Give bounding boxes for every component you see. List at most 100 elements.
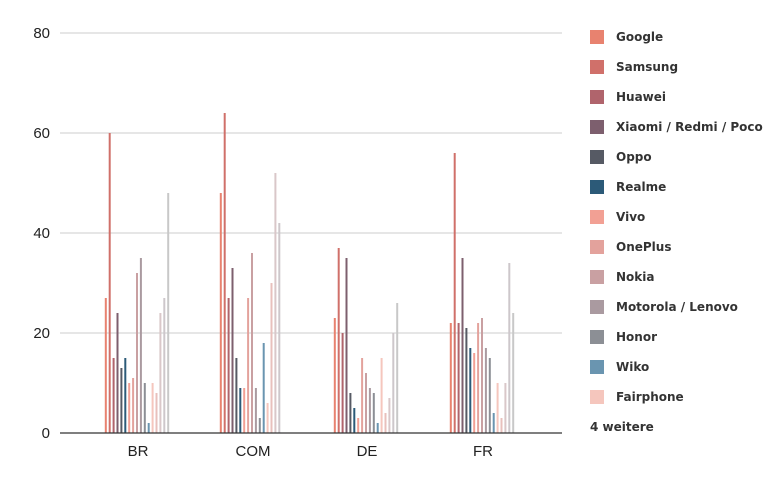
bar [504, 383, 507, 433]
bar [496, 383, 499, 433]
legend-label: Huawei [616, 90, 667, 104]
bars [104, 113, 515, 433]
bar [243, 388, 246, 433]
bar [116, 313, 119, 433]
bar [120, 368, 123, 433]
x-tick-label: FR [473, 443, 493, 460]
legend-swatch [590, 180, 604, 194]
legend-item[interactable]: Vivo [590, 202, 780, 232]
bar [396, 303, 399, 433]
legend-label: OnePlus [616, 240, 672, 254]
y-tick-label: 60 [33, 125, 50, 142]
legend-item[interactable]: Wiko [590, 352, 780, 382]
bar [361, 358, 364, 433]
bar [388, 398, 391, 433]
legend-swatch [590, 360, 604, 374]
y-tick-label: 0 [42, 425, 50, 442]
bar [473, 353, 476, 433]
bar [155, 393, 158, 433]
bar [108, 133, 111, 433]
x-axis-tick-labels: BR COM DE FR [128, 443, 494, 460]
legend-swatch [590, 150, 604, 164]
bar [239, 388, 242, 433]
bar [139, 258, 142, 433]
bar [274, 173, 277, 433]
bar [251, 253, 253, 433]
bar [341, 333, 344, 433]
bar [151, 383, 154, 433]
bar [453, 153, 456, 433]
bar [278, 223, 281, 433]
bar [333, 318, 336, 433]
legend-swatch [590, 60, 604, 74]
bar [247, 298, 250, 433]
bar [357, 418, 360, 433]
bar [512, 313, 515, 433]
legend-item[interactable]: Google [590, 22, 780, 52]
legend-label: Nokia [616, 270, 655, 284]
bar [262, 343, 265, 433]
legend-label: Google [616, 30, 664, 44]
bar [159, 313, 162, 433]
legend-swatch [590, 330, 604, 344]
bar [219, 193, 222, 433]
bar-chart: 0 20 40 60 80 BR COM DE FR [33, 25, 562, 460]
legend-label: Oppo [616, 150, 652, 164]
legend-swatch [590, 210, 604, 224]
bar [353, 408, 356, 433]
legend-label: Realme [616, 180, 667, 194]
bar [223, 113, 226, 433]
legend-label: Honor [616, 330, 657, 344]
bar [345, 258, 348, 433]
legend-swatch [590, 270, 604, 284]
legend-item[interactable]: Nokia [590, 262, 780, 292]
legend-label: Fairphone [616, 390, 684, 404]
bar [112, 358, 115, 433]
bar [380, 358, 383, 433]
legend-item[interactable]: Huawei [590, 82, 780, 112]
y-tick-label: 40 [33, 225, 50, 242]
bar [384, 413, 387, 433]
legend-item[interactable]: Honor [590, 322, 780, 352]
bar [270, 283, 273, 433]
bar [167, 193, 170, 433]
bar [124, 358, 127, 433]
bar [392, 333, 395, 433]
legend-item[interactable]: Oppo [590, 142, 780, 172]
bar [235, 358, 238, 433]
bar [128, 383, 131, 433]
legend-label: Wiko [616, 360, 650, 374]
bar [488, 358, 491, 433]
bar [266, 403, 269, 433]
legend-swatch [590, 120, 604, 134]
legend-swatch [590, 90, 604, 104]
legend-item[interactable]: Motorola / Lenovo [590, 292, 780, 322]
bar [231, 268, 234, 433]
legend-item[interactable]: Xiaomi / Redmi / Poco [590, 112, 780, 142]
bar [337, 248, 340, 433]
bar [481, 318, 483, 433]
bar [457, 323, 460, 433]
bar [477, 323, 480, 433]
bar [465, 328, 468, 433]
bar [254, 388, 257, 433]
bar [136, 273, 138, 433]
bar [104, 298, 107, 433]
bar [147, 423, 150, 433]
legend-item[interactable]: Samsung [590, 52, 780, 82]
legend-swatch [590, 300, 604, 314]
gridlines [60, 32, 562, 334]
x-tick-label: DE [357, 443, 378, 460]
bar [258, 418, 261, 433]
bar [227, 298, 230, 433]
bar [143, 383, 146, 433]
legend-label: Motorola / Lenovo [616, 300, 738, 314]
legend-more-link[interactable]: 4 weitere [590, 420, 654, 434]
legend-item[interactable]: Fairphone [590, 382, 780, 412]
legend-item[interactable]: OnePlus [590, 232, 780, 262]
bar [492, 413, 495, 433]
x-tick-label: BR [128, 443, 149, 460]
legend-swatch [590, 240, 604, 254]
bar [484, 348, 487, 433]
legend-item[interactable]: Realme [590, 172, 780, 202]
